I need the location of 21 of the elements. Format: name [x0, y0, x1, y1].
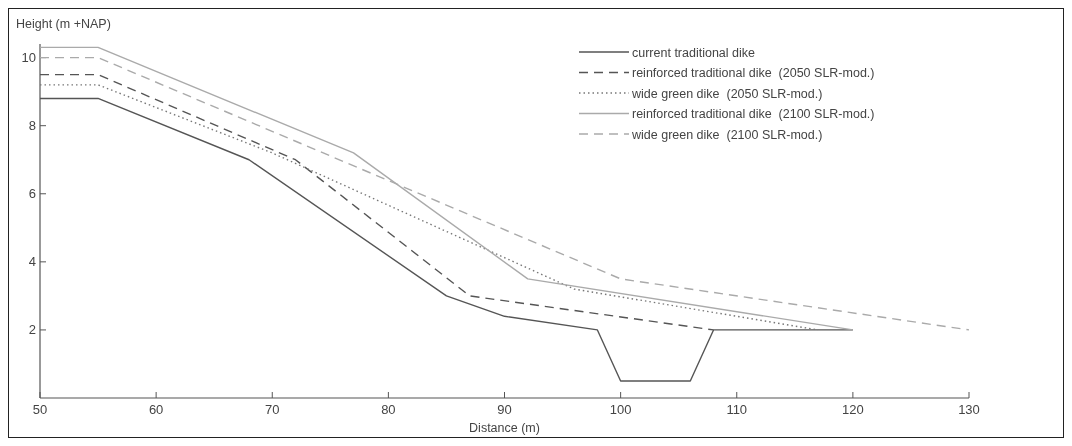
x-tick-label: 90 [497, 402, 512, 417]
x-tick-label: 130 [958, 402, 980, 417]
y-tick-label: 8 [28, 118, 36, 134]
legend-label: wide green dike (2050 SLR-mod.) [631, 86, 823, 101]
x-tick-label: 120 [842, 402, 864, 417]
x-tick-label: 70 [265, 402, 280, 417]
y-tick-label: 6 [28, 186, 36, 202]
y-tick-label: 2 [28, 322, 36, 338]
y-axis-title: Height (m +NAP) [16, 17, 111, 31]
legend-label: current traditional dike [632, 45, 756, 60]
y-tick-label: 10 [21, 50, 36, 66]
x-tick-label: 80 [381, 402, 396, 417]
legend-label: wide green dike (2100 SLR-mod.) [631, 127, 823, 142]
x-axis-title: Distance (m) [469, 421, 540, 435]
x-tick-label: 110 [726, 402, 748, 417]
x-tick-label: 60 [148, 402, 164, 417]
x-tick-label: 100 [609, 402, 632, 417]
legend-label: reinforced traditional dike (2100 SLR-mod.) [632, 107, 875, 121]
x-tick-label: 50 [32, 402, 48, 417]
y-tick-label: 4 [28, 254, 36, 270]
legend-label: reinforced traditional dike (2050 SLR-mod.) [632, 66, 875, 80]
